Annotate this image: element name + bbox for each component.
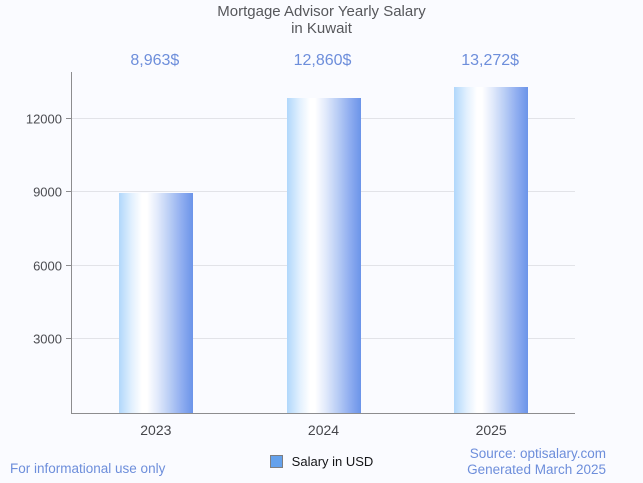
- y-tick-label-6000: 6000: [33, 258, 62, 274]
- y-tick-mark-3000: [66, 338, 71, 340]
- source-block: Source: optisalary.com Generated March 2…: [467, 446, 606, 477]
- legend[interactable]: Salary in USD: [0, 454, 643, 469]
- bar-2024[interactable]: [286, 97, 361, 413]
- chart-title-line1: Mortgage Advisor Yearly Salary: [217, 3, 426, 20]
- y-tick-mark-9000: [66, 191, 71, 193]
- bar-value-labels-row: 8,963$ 12,860$ 13,272$: [71, 52, 574, 72]
- disclaimer-text: For informational use only: [10, 461, 166, 476]
- y-tick-mark-12000: [66, 117, 71, 119]
- legend-swatch-icon: [269, 455, 283, 468]
- plot-area: 3000 6000 9000 12000 2023 2024 2025: [26, 72, 575, 438]
- x-tick-label-2025: 2025: [475, 422, 507, 438]
- x-tick-label-2023: 2023: [140, 422, 172, 438]
- source-text: Source: optisalary.com: [469, 446, 606, 461]
- y-tick-label-9000: 9000: [33, 184, 62, 200]
- generated-text: Generated March 2025: [467, 461, 606, 477]
- bar-2023[interactable]: [118, 193, 193, 413]
- x-tick-label-2024: 2024: [307, 422, 340, 438]
- y-tick-label-12000: 12000: [25, 111, 62, 127]
- bar-2025[interactable]: [454, 87, 529, 413]
- bar-value-label-2025: 13,272$: [461, 52, 520, 69]
- y-tick-label-3000: 3000: [33, 331, 62, 347]
- legend-label: Salary in USD: [291, 454, 374, 469]
- chart-title: Mortgage Advisor Yearly Salary in Kuwait: [0, 3, 643, 37]
- bar-value-label-2023: 8,963$: [130, 52, 180, 69]
- chart-title-line2: in Kuwait: [291, 19, 352, 37]
- bar-value-label-2024: 12,860$: [293, 52, 352, 69]
- y-tick-mark-6000: [66, 264, 71, 266]
